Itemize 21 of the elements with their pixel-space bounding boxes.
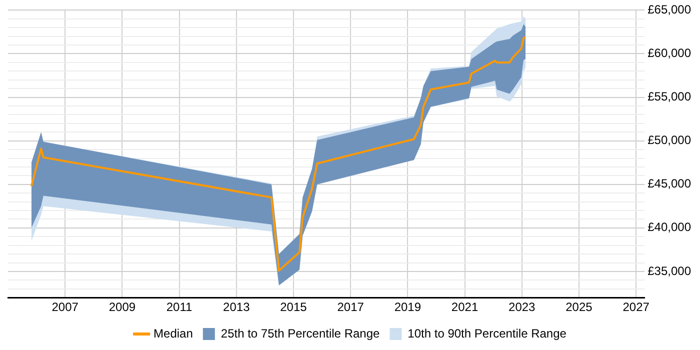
x-tick-label: 2019 <box>394 300 422 314</box>
x-tick-label: 2009 <box>108 300 136 314</box>
y-tick-label: £40,000 <box>648 220 692 234</box>
x-tick-label: 2011 <box>166 300 193 314</box>
y-tick-label: £55,000 <box>648 90 692 104</box>
x-tick-label: 2013 <box>223 300 250 314</box>
x-tick-label: 2023 <box>508 300 536 314</box>
x-tick-label: 2007 <box>52 300 79 314</box>
x-tick-label: 2025 <box>566 300 593 314</box>
y-tick-label: £35,000 <box>648 264 692 278</box>
legend-label: Median <box>154 326 193 340</box>
legend-label: 25th to 75th Percentile Range <box>220 326 380 340</box>
x-tick-label: 2027 <box>622 300 650 314</box>
x-tick-label: 2015 <box>280 300 308 314</box>
x-tick-label: 2021 <box>451 300 478 314</box>
y-tick-label: £50,000 <box>648 133 692 148</box>
y-tick-label: £45,000 <box>648 176 692 191</box>
x-tick-label: 2017 <box>337 300 364 314</box>
y-tick-label: £60,000 <box>648 46 692 60</box>
y-tick-label: £65,000 <box>648 2 692 17</box>
legend-label: 10th to 90th Percentile Range <box>408 326 567 340</box>
